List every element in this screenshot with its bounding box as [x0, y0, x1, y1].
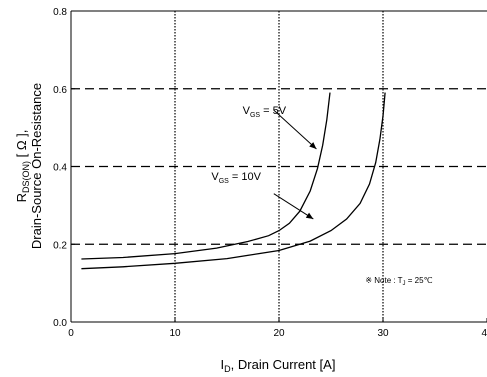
x-tick-label: 20 [273, 328, 285, 339]
annotation-arrow-line-vgs-10v [273, 193, 314, 220]
y-axis-title-line1: RDS(ON) [ Ω ], [14, 130, 31, 203]
series-label-vgs-5v: VGS = 5V [243, 105, 287, 119]
axes [70, 10, 487, 323]
x-tick-label: 10 [169, 328, 181, 339]
series-lines [81, 92, 386, 270]
grid [71, 11, 487, 322]
y-tick-label: 0.0 [53, 318, 67, 329]
series-line-vgs-5v [81, 92, 331, 260]
x-axis-title: ID, Drain Current [A] [221, 357, 336, 374]
x-tick-label: 40 [481, 328, 487, 339]
note-text: ※ Note : TJ = 25℃ [365, 276, 432, 287]
y-tick-label: 0.2 [53, 240, 67, 251]
annotation-arrow-head-vgs-5v [309, 142, 317, 150]
series-line-vgs-10v [81, 92, 386, 270]
y-tick-label: 0.8 [53, 7, 67, 18]
y-axis-title-line2: Drain-Source On-Resistance [29, 83, 44, 249]
x-tick-label: 0 [68, 328, 74, 339]
annotation-arrow-line-vgs-5v [273, 109, 317, 150]
series-label-vgs-10v: VGS = 10V [211, 171, 261, 185]
annotations: VGS = 5V VGS = 10V ※ Note : TJ = 25℃ [211, 105, 432, 287]
annotation-arrow-head-vgs-10v [305, 212, 314, 219]
tick-labels: 0 10 20 30 40 0.0 0.2 0.4 0.6 0.8 [53, 7, 487, 339]
y-tick-label: 0.4 [53, 163, 67, 174]
x-tick-label: 30 [377, 328, 389, 339]
y-tick-label: 0.6 [53, 85, 67, 96]
